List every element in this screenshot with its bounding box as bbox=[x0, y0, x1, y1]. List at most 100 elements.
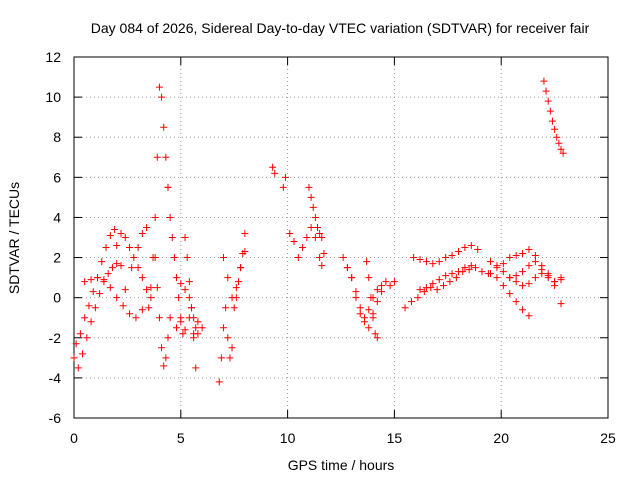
data-point bbox=[113, 260, 121, 268]
data-point bbox=[89, 288, 97, 296]
data-point bbox=[179, 330, 187, 338]
data-point bbox=[367, 294, 375, 302]
data-point bbox=[314, 223, 322, 231]
y-tick-label: 2 bbox=[53, 250, 61, 266]
data-points bbox=[70, 77, 567, 386]
data-point bbox=[181, 286, 189, 294]
data-point bbox=[145, 304, 153, 312]
data-point bbox=[153, 153, 161, 161]
data-point bbox=[525, 262, 533, 270]
data-point bbox=[166, 213, 174, 221]
y-tick-label: -2 bbox=[49, 330, 62, 346]
series-track-e bbox=[121, 223, 151, 294]
series-track-y bbox=[487, 258, 565, 290]
data-point bbox=[559, 149, 567, 157]
data-point bbox=[85, 302, 93, 310]
data-point bbox=[316, 254, 324, 262]
data-point bbox=[386, 282, 394, 290]
grid-lines bbox=[74, 57, 608, 418]
data-point bbox=[407, 298, 415, 306]
data-point bbox=[525, 280, 533, 288]
data-point bbox=[215, 378, 223, 386]
data-point bbox=[339, 254, 347, 262]
data-point bbox=[538, 266, 546, 274]
data-point bbox=[519, 282, 527, 290]
data-point bbox=[352, 288, 360, 296]
data-point bbox=[422, 284, 430, 292]
data-point bbox=[435, 276, 443, 284]
data-point bbox=[422, 258, 430, 266]
data-point bbox=[519, 268, 527, 276]
data-point bbox=[506, 274, 514, 282]
data-point bbox=[98, 258, 106, 266]
data-point bbox=[232, 284, 240, 292]
data-point bbox=[132, 314, 140, 322]
x-tick-label: 25 bbox=[600, 430, 616, 446]
data-point bbox=[557, 145, 565, 153]
data-point bbox=[162, 354, 170, 362]
data-point bbox=[467, 262, 475, 270]
data-point bbox=[307, 193, 315, 201]
data-point bbox=[87, 318, 95, 326]
data-point bbox=[303, 234, 311, 241]
data-point bbox=[151, 254, 159, 262]
data-point bbox=[318, 262, 326, 270]
data-point bbox=[138, 274, 146, 282]
y-axis: -6 -4 -2 0 2 4 6 8 10 12 bbox=[45, 49, 608, 426]
data-point bbox=[173, 324, 181, 332]
data-point bbox=[185, 278, 193, 286]
series-track-k bbox=[181, 234, 200, 372]
data-point bbox=[544, 97, 552, 105]
data-point bbox=[113, 242, 121, 250]
data-point bbox=[100, 276, 108, 284]
data-point bbox=[512, 252, 520, 260]
series-track-u bbox=[363, 258, 381, 342]
data-point bbox=[168, 234, 176, 241]
data-point bbox=[286, 229, 294, 237]
data-point bbox=[512, 272, 520, 280]
data-point bbox=[239, 250, 247, 258]
series-track-l bbox=[215, 304, 236, 386]
data-point bbox=[553, 133, 561, 141]
data-point bbox=[160, 123, 168, 131]
data-point bbox=[76, 330, 84, 338]
data-point bbox=[356, 304, 364, 312]
data-point bbox=[356, 310, 364, 318]
data-point bbox=[410, 254, 418, 262]
data-point bbox=[390, 278, 398, 286]
data-point bbox=[143, 223, 151, 231]
series-track-ac bbox=[540, 77, 567, 157]
data-point bbox=[234, 278, 242, 286]
data-point bbox=[192, 364, 200, 372]
data-point bbox=[155, 83, 163, 91]
series-track-a bbox=[70, 260, 125, 372]
data-point bbox=[79, 350, 87, 358]
data-point bbox=[401, 304, 409, 312]
data-point bbox=[506, 254, 514, 262]
data-point bbox=[220, 324, 228, 332]
data-point bbox=[226, 354, 234, 362]
data-point bbox=[81, 278, 89, 286]
series-track-w bbox=[410, 242, 482, 268]
series-track-q bbox=[305, 183, 326, 241]
data-point bbox=[461, 264, 469, 272]
data-point bbox=[151, 213, 159, 221]
data-point bbox=[363, 258, 371, 266]
data-point bbox=[271, 169, 279, 177]
x-tick-label: 5 bbox=[177, 430, 185, 446]
y-tick-label: 6 bbox=[53, 169, 61, 185]
data-point bbox=[499, 282, 507, 290]
data-point bbox=[155, 314, 163, 322]
data-point bbox=[373, 286, 381, 294]
data-point bbox=[493, 264, 501, 272]
data-point bbox=[373, 298, 381, 306]
data-point bbox=[230, 304, 238, 312]
data-point bbox=[311, 213, 319, 221]
data-point bbox=[365, 324, 373, 332]
series-track-o bbox=[269, 163, 289, 191]
x-tick-label: 0 bbox=[70, 430, 78, 446]
data-point bbox=[160, 362, 168, 370]
data-point bbox=[525, 312, 533, 320]
y-axis-title: SDTVAR / TECUs bbox=[6, 182, 22, 294]
data-point bbox=[158, 93, 166, 101]
